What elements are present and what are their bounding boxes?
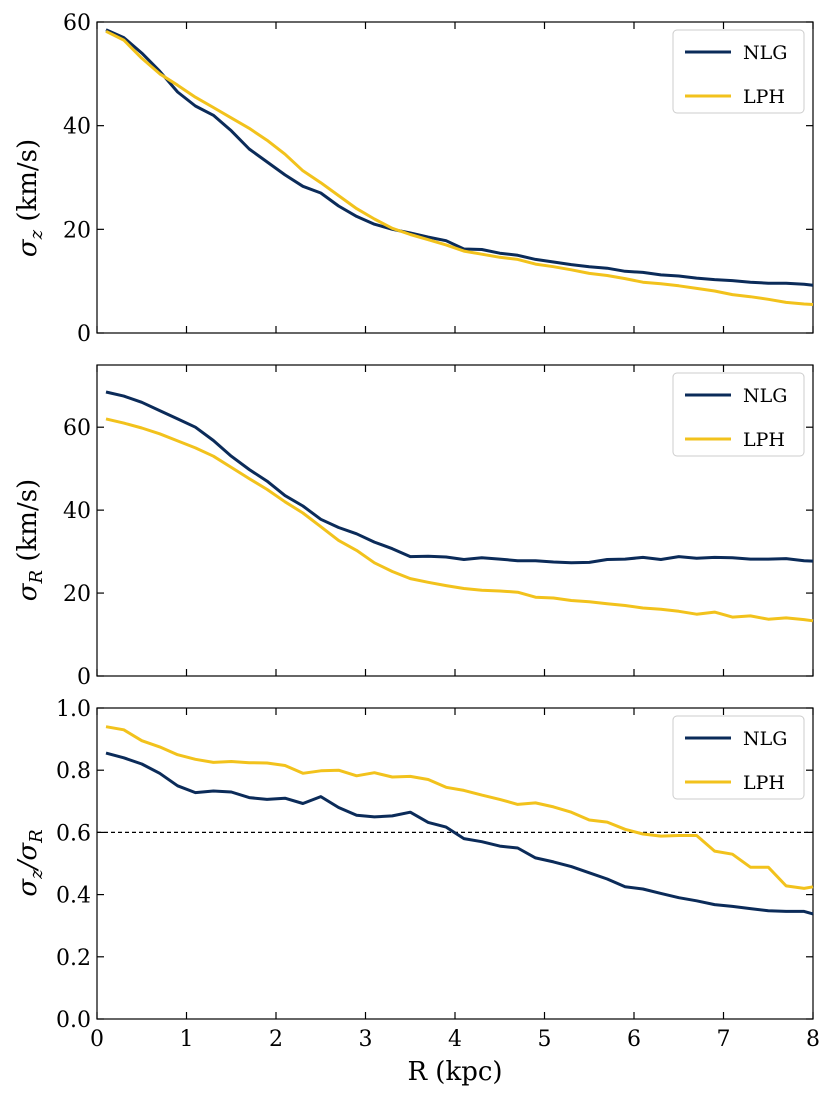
legend: NLG LPH [672, 372, 805, 457]
x-tick-label: 6 [627, 1027, 641, 1052]
y-tick-label: 0.8 [56, 759, 91, 784]
series-line-lph [105, 29, 814, 306]
legend-label-lph: LPH [743, 429, 785, 451]
y-tick-label: 60 [63, 11, 91, 36]
y-tick-label: 0.6 [56, 821, 91, 846]
series-line-lph [105, 417, 814, 623]
series-line-nlg [105, 390, 814, 565]
legend: NLG LPH [672, 29, 805, 114]
y-tick-label: 0 [77, 322, 91, 347]
series-line-nlg [105, 28, 814, 287]
x-tick-label: 0 [90, 1027, 104, 1052]
x-ticks: 0 1 2 3 4 5 6 7 8 [90, 708, 820, 1052]
legend-label-nlg: NLG [743, 42, 787, 64]
x-tick-label: 7 [717, 1027, 731, 1052]
panel-sigma-z: 0 20 40 60 σz (km/s) NLG LPH [13, 11, 814, 347]
y-tick-label: 0.0 [56, 1008, 91, 1033]
x-tick-label: 4 [448, 1027, 462, 1052]
legend: NLG LPH [672, 715, 805, 800]
y-tick-label: 0 [77, 665, 91, 690]
series-lines [97, 725, 814, 916]
y-tick-label: 1.0 [56, 697, 91, 722]
y-tick-label: 40 [63, 115, 91, 140]
legend-label-nlg: NLG [743, 385, 787, 407]
y-axis-label: σR (km/s) [13, 479, 47, 601]
x-tick-label: 5 [538, 1027, 552, 1052]
legend-label-lph: LPH [743, 772, 785, 794]
y-tick-label: 0.4 [56, 884, 91, 909]
y-axis-label: σz/σR [13, 829, 47, 896]
y-tick-label: 20 [63, 582, 91, 607]
x-axis-label: R (kpc) [407, 1057, 502, 1087]
series-lines [105, 390, 814, 623]
panel-ratio: 0.0 0.2 0.4 0.6 0.8 1.0 0 1 2 3 4 5 6 7 8 σz/σR R (kp… [13, 697, 820, 1087]
y-ticks: 0 20 40 60 [63, 365, 814, 690]
y-tick-label: 40 [63, 499, 91, 524]
legend-label-nlg: NLG [743, 728, 787, 750]
series-line-lph [105, 725, 814, 890]
y-ticks: 0 20 40 60 [63, 11, 814, 347]
series-lines [105, 28, 814, 306]
y-tick-label: 60 [63, 416, 91, 441]
y-axis-label: σz (km/s) [13, 139, 47, 257]
x-tick-label: 2 [269, 1027, 283, 1052]
panel-sigma-r: 0 20 40 60 σR (km/s) NLG LPH [13, 364, 814, 690]
legend-label-lph: LPH [743, 86, 785, 108]
x-tick-label: 1 [180, 1027, 194, 1052]
x-tick-label: 8 [806, 1027, 820, 1052]
y-ticks: 0.0 0.2 0.4 0.6 0.8 1.0 [56, 697, 813, 1033]
y-tick-label: 20 [63, 218, 91, 243]
y-tick-label: 0.2 [56, 946, 91, 971]
x-tick-label: 3 [359, 1027, 373, 1052]
series-line-nlg [105, 751, 814, 916]
